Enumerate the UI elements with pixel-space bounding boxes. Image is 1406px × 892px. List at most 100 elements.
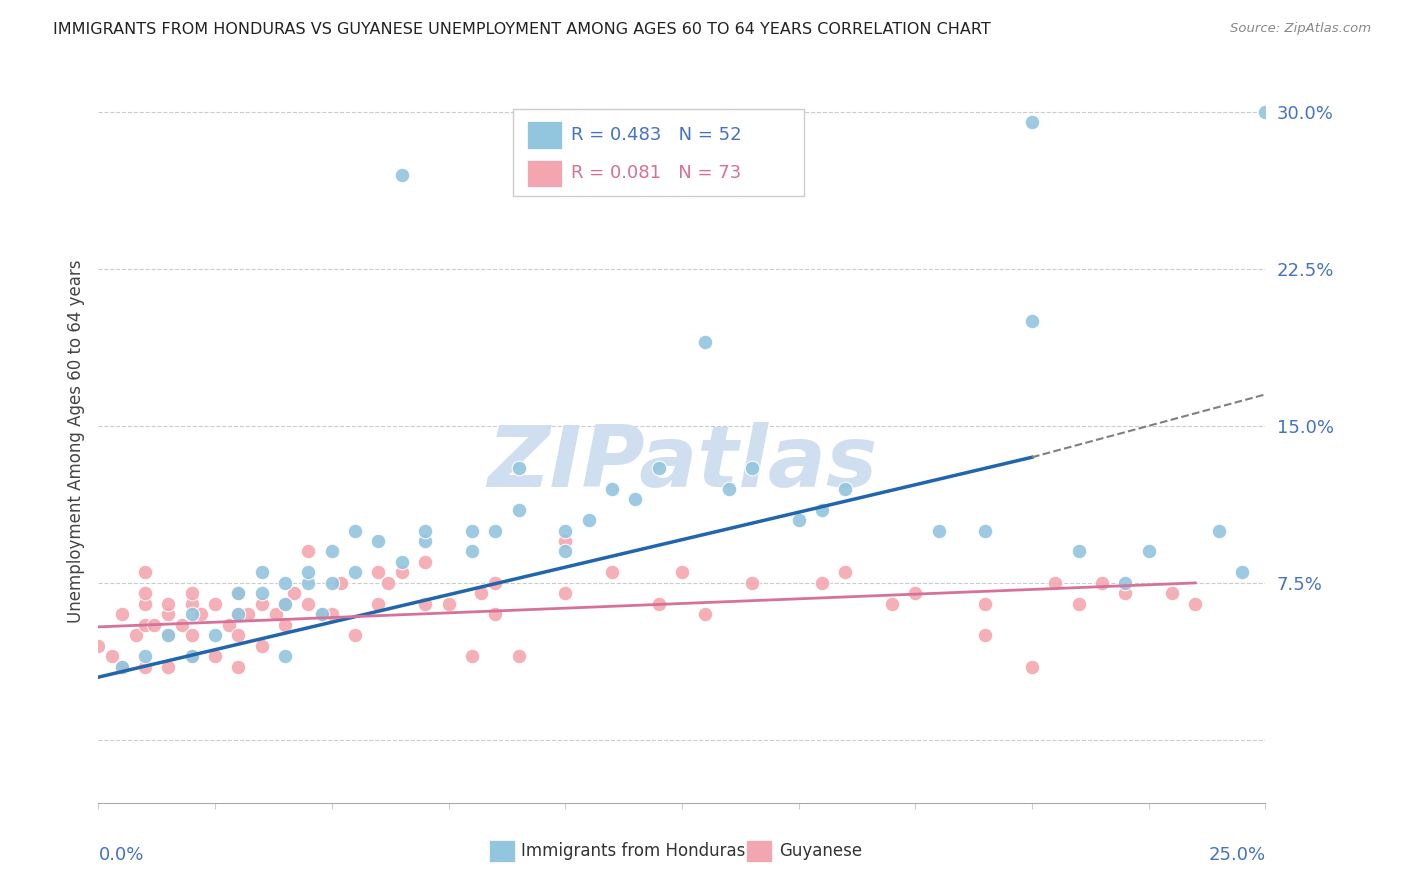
Point — [125, 628, 148, 642]
Point — [413, 534, 436, 549]
Point — [695, 334, 717, 349]
Point — [111, 659, 134, 673]
Point — [717, 482, 740, 496]
Point — [461, 524, 484, 538]
Point — [470, 586, 492, 600]
Point — [157, 628, 180, 642]
Text: 25.0%: 25.0% — [1208, 847, 1265, 864]
Point — [741, 460, 763, 475]
Point — [367, 566, 389, 580]
Point — [413, 524, 436, 538]
Point — [834, 482, 856, 496]
Point — [236, 607, 259, 622]
Point — [508, 460, 530, 475]
Point — [274, 575, 297, 590]
Point — [554, 586, 576, 600]
Point — [330, 575, 353, 590]
Point — [134, 586, 156, 600]
Point — [143, 617, 166, 632]
Point — [134, 649, 156, 664]
Point — [250, 597, 273, 611]
Point — [264, 607, 287, 622]
Point — [204, 649, 226, 664]
Point — [484, 575, 506, 590]
Point — [484, 607, 506, 622]
Point — [880, 597, 903, 611]
Point — [297, 544, 319, 558]
Point — [461, 649, 484, 664]
Point — [311, 607, 333, 622]
Point — [180, 586, 202, 600]
Point — [600, 566, 623, 580]
Point — [1114, 586, 1136, 600]
Point — [671, 566, 693, 580]
Text: Source: ZipAtlas.com: Source: ZipAtlas.com — [1230, 22, 1371, 36]
Point — [297, 566, 319, 580]
Point — [413, 597, 436, 611]
Point — [228, 607, 250, 622]
Point — [1045, 575, 1067, 590]
Point — [484, 524, 506, 538]
Text: R = 0.483   N = 52: R = 0.483 N = 52 — [571, 126, 742, 145]
Point — [344, 524, 367, 538]
Text: Guyanese: Guyanese — [779, 842, 862, 860]
Point — [228, 628, 250, 642]
Point — [204, 597, 226, 611]
Bar — [527, 121, 562, 149]
Bar — [747, 840, 772, 862]
Point — [321, 607, 343, 622]
Point — [811, 575, 834, 590]
Text: 0.0%: 0.0% — [98, 847, 143, 864]
Point — [554, 544, 576, 558]
FancyBboxPatch shape — [513, 109, 804, 196]
Point — [228, 659, 250, 673]
Point — [228, 586, 250, 600]
Point — [344, 566, 367, 580]
Point — [180, 628, 202, 642]
Point — [111, 607, 134, 622]
Point — [250, 566, 273, 580]
Point — [974, 628, 997, 642]
Bar — [527, 160, 562, 187]
Point — [377, 575, 399, 590]
Point — [1230, 566, 1253, 580]
Point — [367, 534, 389, 549]
Point — [157, 628, 180, 642]
Point — [554, 534, 576, 549]
Point — [811, 502, 834, 516]
Point — [321, 575, 343, 590]
Point — [1137, 544, 1160, 558]
Point — [1208, 524, 1230, 538]
Point — [391, 555, 413, 569]
Point — [134, 597, 156, 611]
Point — [578, 513, 600, 527]
Point — [647, 597, 669, 611]
Point — [321, 544, 343, 558]
Point — [508, 649, 530, 664]
Point — [180, 607, 202, 622]
Point — [1067, 544, 1090, 558]
Point — [624, 492, 647, 507]
Text: Immigrants from Honduras: Immigrants from Honduras — [520, 842, 745, 860]
Point — [391, 566, 413, 580]
Point — [111, 659, 134, 673]
Point — [134, 659, 156, 673]
Point — [297, 575, 319, 590]
Point — [695, 607, 717, 622]
Point — [904, 586, 927, 600]
Point — [274, 597, 297, 611]
Point — [1091, 575, 1114, 590]
Point — [204, 628, 226, 642]
Point — [228, 607, 250, 622]
Bar — [489, 840, 515, 862]
Point — [367, 597, 389, 611]
Point — [344, 628, 367, 642]
Point — [157, 597, 180, 611]
Point — [508, 502, 530, 516]
Point — [1021, 659, 1043, 673]
Point — [1161, 586, 1184, 600]
Point — [218, 617, 240, 632]
Point — [834, 566, 856, 580]
Point — [1114, 575, 1136, 590]
Point — [1254, 104, 1277, 119]
